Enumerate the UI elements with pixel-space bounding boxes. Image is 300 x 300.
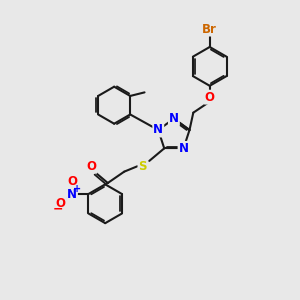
Text: −: − bbox=[52, 202, 63, 215]
Text: O: O bbox=[67, 175, 77, 188]
Text: O: O bbox=[205, 91, 215, 103]
Text: N: N bbox=[178, 142, 188, 155]
Text: N: N bbox=[169, 112, 179, 125]
Text: N: N bbox=[153, 124, 163, 136]
Text: +: + bbox=[73, 184, 81, 194]
Text: O: O bbox=[56, 197, 66, 210]
Text: Br: Br bbox=[202, 22, 217, 36]
Text: S: S bbox=[139, 160, 147, 173]
Text: N: N bbox=[67, 188, 77, 200]
Text: O: O bbox=[86, 160, 96, 173]
